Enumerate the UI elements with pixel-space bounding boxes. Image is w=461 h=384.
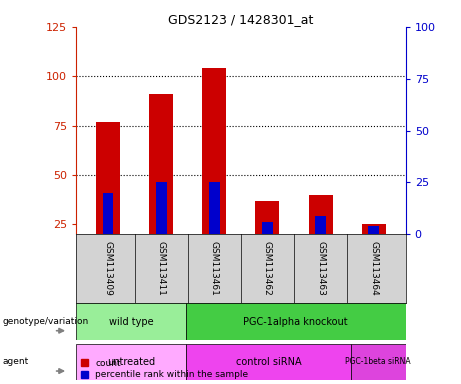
Text: control siRNA: control siRNA — [236, 357, 301, 367]
Text: GSM113409: GSM113409 — [103, 242, 112, 296]
Bar — [351, 344, 406, 380]
Bar — [76, 303, 186, 340]
Text: wild type: wild type — [109, 316, 154, 327]
Text: GSM113461: GSM113461 — [210, 242, 219, 296]
Legend: count, percentile rank within the sample: count, percentile rank within the sample — [81, 359, 248, 379]
Text: PGC-1beta siRNA: PGC-1beta siRNA — [345, 358, 411, 366]
Bar — [149, 94, 173, 274]
Bar — [186, 344, 351, 380]
Text: GSM113462: GSM113462 — [263, 242, 272, 296]
Bar — [156, 182, 166, 274]
Title: GDS2123 / 1428301_at: GDS2123 / 1428301_at — [168, 13, 313, 26]
Bar — [255, 201, 279, 274]
Bar — [262, 222, 273, 274]
Text: agent: agent — [2, 358, 29, 366]
Bar — [103, 193, 113, 274]
Bar — [209, 182, 220, 274]
Text: GSM113464: GSM113464 — [369, 242, 378, 296]
Bar — [186, 303, 406, 340]
Text: PGC-1alpha knockout: PGC-1alpha knockout — [243, 316, 348, 327]
Text: GSM113463: GSM113463 — [316, 242, 325, 296]
Bar — [96, 122, 120, 274]
Bar — [202, 68, 226, 274]
Bar — [362, 224, 386, 274]
Bar — [309, 195, 332, 274]
Bar — [368, 226, 379, 274]
Text: GSM113411: GSM113411 — [157, 242, 165, 296]
Text: untreated: untreated — [107, 357, 155, 367]
Bar — [315, 215, 326, 274]
Text: genotype/variation: genotype/variation — [2, 317, 89, 326]
Bar — [76, 344, 186, 380]
